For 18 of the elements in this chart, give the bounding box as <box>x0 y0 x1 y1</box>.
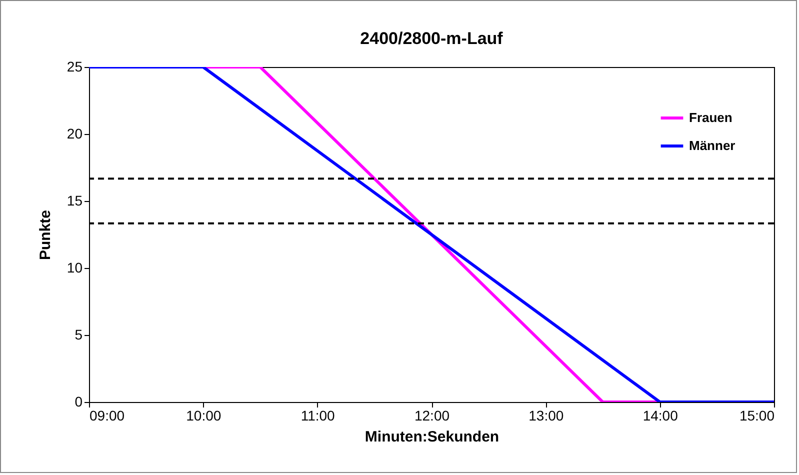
x-axis-title: Minuten:Sekunden <box>364 428 500 446</box>
x-tick-label: 09:00 <box>90 408 125 424</box>
x-tick-label: 14:00 <box>642 408 678 424</box>
y-tick-label: 10 <box>66 260 83 276</box>
x-tick-label: 15:00 <box>739 408 775 424</box>
y-tick-label: 5 <box>74 326 83 342</box>
x-tick-label: 10:00 <box>186 408 222 424</box>
chart-title: 2400/2800-m-Lauf <box>360 29 504 48</box>
x-tick-label: 11:00 <box>300 408 336 424</box>
y-tick-label: 0 <box>74 394 83 410</box>
y-tick-label: 25 <box>66 58 83 74</box>
y-tick-label: 15 <box>66 192 83 208</box>
x-tick-label: 13:00 <box>528 408 564 424</box>
y-tick-label: 20 <box>66 126 83 142</box>
y-axis-title: Punkte <box>36 210 54 260</box>
x-tick-label: 12:00 <box>414 408 450 424</box>
legend-label: Frauen <box>689 110 732 125</box>
legend-label: Männer <box>689 138 736 153</box>
